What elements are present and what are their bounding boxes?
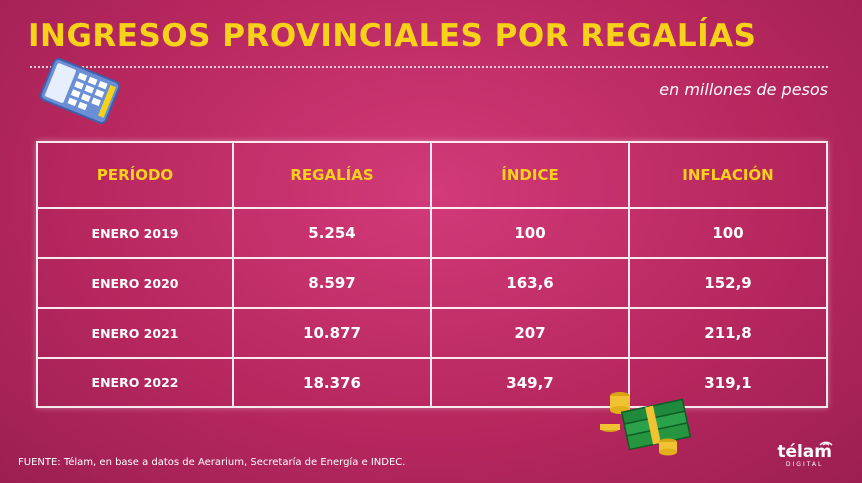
royalties-table: PERÍODO REGALÍAS ÍNDICE INFLACIÓN ENERO … — [36, 141, 828, 408]
logo-tag: DIGITAL — [785, 461, 824, 468]
calculator-icon — [39, 58, 121, 124]
row-inflation-cell: 211,8 — [630, 309, 826, 359]
row-inflation-cell: 152,9 — [630, 259, 826, 309]
column-header-index: ÍNDICE — [432, 143, 630, 209]
row-index-cell: 349,7 — [432, 359, 630, 406]
title-divider — [30, 66, 828, 68]
row-inflation-cell: 319,1 — [704, 373, 752, 392]
row-period-cell: ENERO 2019 — [38, 209, 234, 259]
row-period-cell: ENERO 2020 — [38, 259, 234, 309]
row-index-cell: 207 — [432, 309, 630, 359]
column-header-period: PERÍODO — [38, 143, 234, 209]
row-index-cell: 163,6 — [432, 259, 630, 309]
row-inflation-cell: 100 — [630, 209, 826, 259]
row-period-cell: ENERO 2021 — [38, 309, 234, 359]
page-title: INGRESOS PROVINCIALES POR REGALÍAS — [28, 18, 757, 54]
column-header-royalties: REGALÍAS — [234, 143, 432, 209]
row-royalties-cell: 8.597 — [234, 259, 432, 309]
row-royalties-cell: 18.376 — [234, 359, 432, 406]
row-index-cell: 100 — [432, 209, 630, 259]
wifi-icon — [819, 441, 833, 446]
logo-name: télam — [777, 442, 832, 462]
column-header-inflation: INFLACIÓN — [630, 143, 826, 209]
row-royalties-cell: 5.254 — [234, 209, 432, 259]
row-royalties-cell: 10.877 — [234, 309, 432, 359]
subtitle: en millones de pesos — [659, 80, 828, 99]
telam-logo: télam DIGITAL — [777, 441, 833, 468]
row-period-cell: ENERO 2022 — [38, 359, 234, 406]
source-note: FUENTE: Télam, en base a datos de Aerari… — [18, 457, 406, 468]
money-stack-icon — [600, 392, 692, 456]
